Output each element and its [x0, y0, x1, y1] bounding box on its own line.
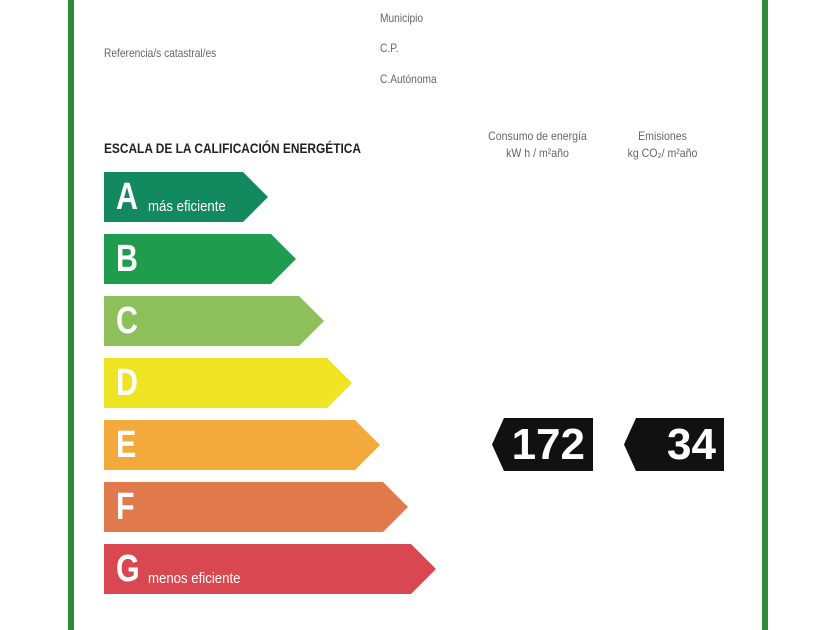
municipio-label: Municipio	[380, 11, 424, 25]
scale-bar-e: E	[104, 420, 380, 470]
scale-letter: A	[116, 176, 138, 218]
emisiones-header: Emisiones kg CO₂/ m²año	[612, 128, 713, 162]
scale-bar-d: D	[104, 358, 352, 408]
right-border	[762, 0, 768, 630]
scale-sublabel: menos eficiente	[148, 570, 241, 587]
scale-letter: D	[116, 362, 138, 404]
emisiones-value-badge: 34	[624, 418, 724, 471]
scale-sublabel: más eficiente	[148, 198, 226, 215]
consumo-label: Consumo de energía	[488, 129, 587, 143]
scale-bar-b: B	[104, 234, 296, 284]
consumo-unit: kW h / m²año	[506, 146, 569, 160]
scale-title: ESCALA DE LA CALIFICACIÓN ENERGÉTICA	[104, 140, 361, 156]
scale-letter: G	[116, 548, 140, 590]
scale-letter: B	[116, 238, 138, 280]
scale-bar-c: C	[104, 296, 324, 346]
scale-letter: F	[116, 486, 135, 528]
emisiones-label: Emisiones	[638, 129, 687, 143]
cp-label: C.P.	[380, 41, 399, 55]
scale-letter: C	[116, 300, 138, 342]
emisiones-unit: kg CO₂/ m²año	[627, 146, 698, 160]
scale-letter: E	[116, 424, 137, 466]
consumo-header: Consumo de energía kW h / m²año	[478, 128, 597, 162]
left-border	[68, 0, 74, 630]
referencia-label: Referencia/s catastral/es	[104, 46, 217, 60]
consumo-value-badge: 172	[492, 418, 593, 471]
scale-bar-f: F	[104, 482, 408, 532]
autonoma-label: C.Autónoma	[380, 72, 437, 86]
